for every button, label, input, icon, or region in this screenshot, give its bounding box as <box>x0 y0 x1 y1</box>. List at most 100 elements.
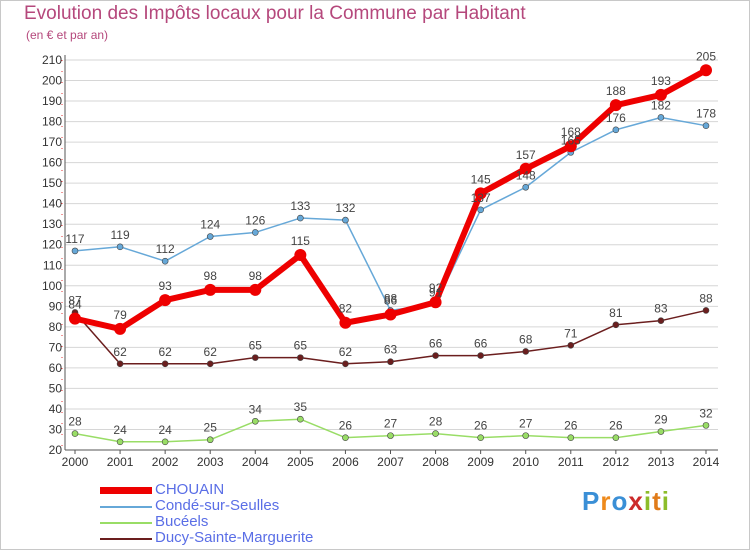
data-label-buceels: 27 <box>519 417 533 431</box>
data-label-chouain: 168 <box>561 125 581 139</box>
logo-letter: P <box>582 486 601 516</box>
data-point-conde-sur-seulles <box>702 122 710 129</box>
data-point-ducy-sainte-marguerite <box>206 360 214 368</box>
legend-swatch-buceels <box>100 522 152 524</box>
data-point-buceels <box>251 417 259 425</box>
data-label-chouain: 115 <box>291 234 310 248</box>
data-label-ducy-sainte-marguerite: 66 <box>429 337 443 351</box>
data-point-ducy-sainte-marguerite <box>702 307 710 314</box>
data-label-chouain: 79 <box>113 308 127 322</box>
legend-label-buceels: Bucéels <box>155 513 209 530</box>
data-labels: 87 62 62 62 65 65 62 63 66 66 68 71 81 83 88 28 24 24 25 34… <box>65 49 716 437</box>
data-label-buceels: 26 <box>474 419 488 433</box>
data-label-chouain: 86 <box>384 294 398 308</box>
legend-swatch-ducy-sainte-marguerite <box>100 538 152 540</box>
data-label-chouain: 93 <box>158 279 172 293</box>
y-tick-label: 70 <box>49 340 63 354</box>
data-point-buceels <box>702 422 710 429</box>
logo-letter: t <box>652 486 662 516</box>
data-label-ducy-sainte-marguerite: 63 <box>384 343 398 357</box>
data-point-conde-sur-seulles <box>161 257 169 265</box>
data-point-chouain <box>654 88 667 101</box>
data-point-chouain <box>159 294 172 307</box>
data-label-buceels: 26 <box>564 419 578 433</box>
data-label-conde-sur-seulles: 176 <box>606 111 626 125</box>
data-label-conde-sur-seulles: 148 <box>516 168 536 182</box>
data-point-buceels <box>612 434 620 441</box>
data-label-conde-sur-seulles: 112 <box>156 242 175 256</box>
data-point-conde-sur-seulles <box>522 183 530 191</box>
data-label-ducy-sainte-marguerite: 71 <box>564 326 578 340</box>
data-label-conde-sur-seulles: 165 <box>561 133 581 147</box>
x-tick-label: 2007 <box>377 455 404 469</box>
proxiti-logo: Proxiti <box>582 486 670 517</box>
x-tick-label: 2006 <box>332 455 359 469</box>
data-label-chouain: 92 <box>429 281 443 295</box>
x-tick-label: 2011 <box>558 455 584 469</box>
x-tick-label: 2000 <box>62 455 89 469</box>
data-point-chouain <box>700 64 712 77</box>
data-point-ducy-sainte-marguerite <box>522 348 530 355</box>
data-label-conde-sur-seulles: 126 <box>245 213 265 227</box>
data-point-ducy-sainte-marguerite <box>477 352 484 359</box>
data-point-ducy-sainte-marguerite <box>612 321 620 329</box>
data-label-conde-sur-seulles: 124 <box>200 218 220 232</box>
data-point-ducy-sainte-marguerite <box>432 352 439 359</box>
y-tick-label: 180 <box>42 115 62 129</box>
data-point-ducy-sainte-marguerite <box>251 354 259 361</box>
data-label-ducy-sainte-marguerite: 65 <box>249 339 263 353</box>
data-point-ducy-sainte-marguerite <box>567 342 575 349</box>
data-point-conde-sur-seulles <box>71 247 79 255</box>
data-point-conde-sur-seulles <box>342 216 349 224</box>
data-label-ducy-sainte-marguerite: 68 <box>519 332 533 346</box>
data-point-conde-sur-seulles <box>116 243 124 251</box>
data-label-conde-sur-seulles: 133 <box>290 199 310 213</box>
legend-label-ducy-sainte-marguerite: Ducy-Sainte-Marguerite <box>155 529 314 546</box>
data-label-buceels: 27 <box>384 417 398 431</box>
y-tick-label: 200 <box>42 74 62 88</box>
data-point-buceels <box>432 430 439 437</box>
data-label-ducy-sainte-marguerite: 81 <box>609 306 623 320</box>
x-tick-label: 2008 <box>422 455 449 469</box>
x-tick-label: 2004 <box>242 455 269 469</box>
data-point-ducy-sainte-marguerite <box>116 360 124 368</box>
data-point-chouain <box>609 99 622 112</box>
x-tick-label: 2003 <box>197 455 224 469</box>
data-point-chouain <box>474 187 487 200</box>
data-label-buceels: 26 <box>339 419 353 433</box>
data-point-conde-sur-seulles <box>251 229 259 236</box>
gridlines <box>65 59 718 430</box>
data-label-buceels: 29 <box>654 413 668 427</box>
data-point-chouain <box>69 312 81 325</box>
legend-swatch-conde-sur-seulles <box>100 506 152 508</box>
data-label-conde-sur-seulles: 117 <box>65 232 84 246</box>
data-point-conde-sur-seulles <box>206 233 214 240</box>
data-point-buceels <box>161 438 169 446</box>
legend-swatch-chouain <box>100 487 152 494</box>
data-label-chouain: 145 <box>471 172 491 186</box>
data-label-chouain: 157 <box>516 148 536 162</box>
data-label-ducy-sainte-marguerite: 62 <box>113 345 127 359</box>
y-tick-label: 150 <box>42 176 62 190</box>
data-label-conde-sur-seulles: 182 <box>651 98 671 112</box>
y-tick-label: 140 <box>42 197 62 211</box>
data-label-chouain: 188 <box>606 84 626 98</box>
y-tick-label: 110 <box>43 258 62 272</box>
data-point-ducy-sainte-marguerite <box>342 360 349 368</box>
legend-label-chouain: CHOUAIN <box>155 481 225 498</box>
y-tick-label: 170 <box>42 135 62 149</box>
x-tick-label: 2013 <box>648 455 675 469</box>
y-tick-label: 80 <box>49 320 63 334</box>
axes: 20 30 40 50 60 70 80 90 100 110 120 130 140 150 160 170… <box>42 53 720 469</box>
data-point-conde-sur-seulles <box>297 214 304 222</box>
data-point-ducy-sainte-marguerite <box>657 317 665 324</box>
data-point-chouain <box>519 162 532 175</box>
data-label-buceels: 28 <box>68 415 82 429</box>
y-tick-label: 120 <box>42 238 62 252</box>
y-tick-label: 30 <box>49 422 63 436</box>
chart-title: Evolution des Impôts locaux pour la Comm… <box>24 3 526 24</box>
logo-letter: r <box>600 486 612 516</box>
data-label-ducy-sainte-marguerite: 65 <box>294 339 308 353</box>
data-point-chouain <box>249 283 262 296</box>
